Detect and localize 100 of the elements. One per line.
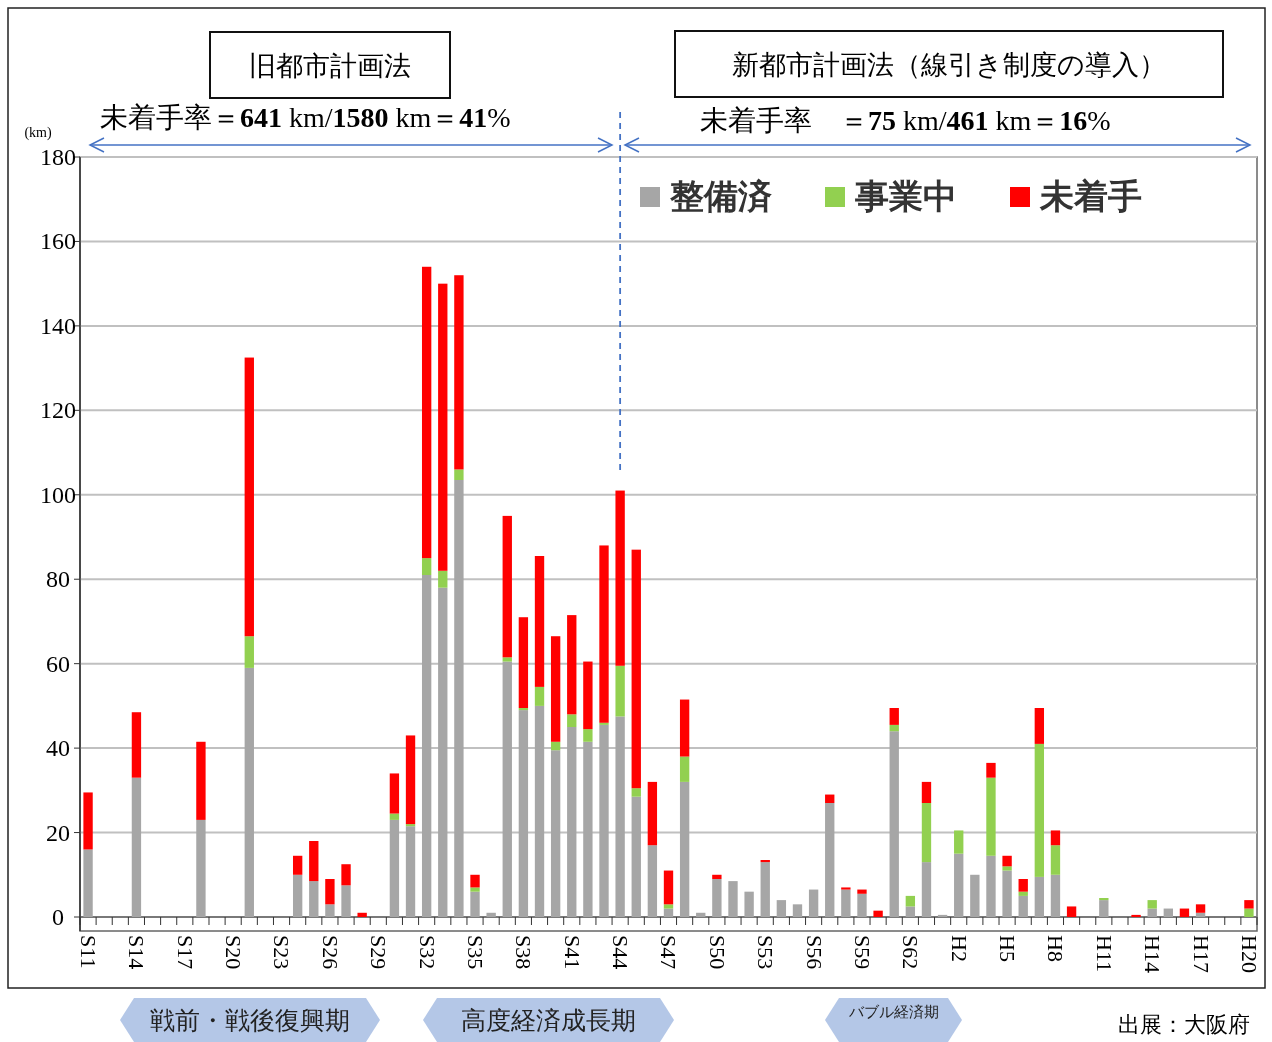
x-tick-label: S47 — [656, 935, 682, 970]
bar — [1050, 845, 1061, 875]
bar — [389, 773, 400, 814]
bar — [1002, 866, 1012, 871]
bar — [1034, 876, 1045, 917]
bar — [615, 716, 625, 917]
bar — [921, 862, 932, 917]
bar — [470, 887, 480, 892]
bar — [1163, 908, 1173, 917]
bar — [1050, 830, 1061, 846]
legend-label: 未着手 — [1039, 178, 1142, 215]
y-tick-label: 180 — [40, 144, 76, 170]
bar — [1195, 904, 1206, 913]
y-tick-label: 120 — [40, 397, 76, 424]
bar — [438, 283, 448, 571]
bar — [1066, 906, 1077, 917]
bar — [712, 874, 722, 879]
y-tick-label: 0 — [52, 904, 64, 930]
bar — [954, 830, 964, 854]
text: 高度経済成長期 — [461, 1006, 636, 1034]
bar — [905, 895, 916, 907]
bar — [679, 699, 690, 757]
bar — [1147, 900, 1157, 909]
x-tick-label: S35 — [462, 935, 488, 970]
bar — [857, 893, 867, 917]
bar — [309, 881, 319, 917]
legend-label: 事業中 — [854, 178, 957, 215]
bar — [841, 889, 851, 917]
bar — [1147, 908, 1157, 917]
bar — [889, 724, 899, 732]
x-tick-label: S53 — [753, 935, 779, 970]
bar — [841, 887, 851, 890]
bar — [470, 891, 480, 917]
bar — [131, 777, 142, 917]
bar — [663, 908, 674, 917]
x-tick-label: H2 — [946, 935, 972, 962]
bar — [663, 870, 674, 905]
bar — [244, 636, 254, 668]
bar — [1244, 908, 1254, 917]
y-tick-label: 40 — [46, 735, 70, 762]
y-tick-label: 100 — [40, 481, 76, 508]
x-tick-label: H11 — [1091, 935, 1117, 973]
bar — [921, 803, 932, 863]
bar — [1018, 879, 1028, 892]
bar — [615, 490, 625, 666]
bar — [502, 661, 512, 917]
bar — [325, 879, 335, 905]
bar — [712, 879, 722, 917]
bar — [83, 792, 93, 850]
bar — [196, 741, 206, 820]
bar — [421, 266, 432, 559]
x-tick-label: S56 — [801, 935, 827, 970]
bar — [1002, 855, 1012, 867]
y-axis-title: (km) — [24, 125, 52, 141]
bar — [438, 570, 448, 588]
bar — [454, 275, 464, 470]
text: 未着手率 ＝75 km/461 km＝16% — [700, 105, 1111, 136]
bar — [502, 657, 512, 662]
bar — [986, 762, 996, 778]
bar — [518, 708, 529, 711]
bar — [921, 781, 932, 803]
bar — [760, 862, 770, 917]
bar — [954, 853, 964, 917]
bar — [244, 357, 254, 637]
bar — [599, 724, 609, 917]
x-tick-label: S41 — [559, 935, 585, 970]
text: 出展：大阪府 — [1118, 1012, 1250, 1037]
bar — [986, 777, 996, 856]
text: バブル経済期 — [847, 1004, 939, 1021]
x-tick-label: S59 — [849, 935, 875, 970]
bar — [583, 741, 593, 917]
text: 旧都市計画法 — [249, 51, 411, 81]
bar — [599, 545, 609, 723]
bar — [357, 912, 367, 917]
bar — [518, 617, 529, 708]
text: 未着手率＝641 km/1580 km＝41% — [100, 102, 511, 133]
bar — [534, 705, 545, 917]
bar — [1034, 743, 1045, 877]
bar — [583, 729, 593, 742]
x-tick-label: H8 — [1043, 935, 1069, 962]
bar — [550, 636, 561, 742]
bar — [873, 910, 883, 917]
bar — [970, 874, 980, 917]
bar — [679, 756, 690, 782]
bar — [631, 796, 641, 917]
bar — [292, 855, 303, 875]
y-tick-label: 60 — [46, 650, 70, 677]
bar — [470, 874, 480, 888]
y-tick-label: 80 — [46, 566, 70, 593]
bar — [792, 904, 803, 917]
bar — [1034, 708, 1045, 744]
bar — [1099, 898, 1109, 901]
bar — [1018, 891, 1028, 896]
bar — [341, 864, 351, 886]
bar — [889, 708, 899, 725]
bar — [421, 558, 432, 575]
bar — [325, 904, 335, 917]
bar — [534, 686, 545, 706]
bar — [776, 900, 787, 917]
bar — [518, 710, 529, 917]
